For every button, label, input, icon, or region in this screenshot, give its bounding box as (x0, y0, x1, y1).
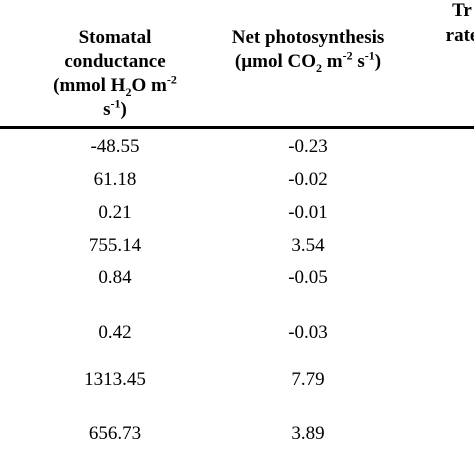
header-text: (mmol H (53, 75, 126, 96)
header-text: Stomatal (78, 27, 152, 48)
table-cell: 7.79 (291, 369, 325, 390)
table-cell: 61.18 (93, 169, 137, 190)
header-text: Tr (452, 0, 472, 21)
header-line: conductance (64, 51, 165, 73)
header-text: s (103, 99, 111, 120)
header-text: -2 (166, 72, 177, 87)
table-cell: -0.01 (288, 202, 328, 223)
header-text: O m (131, 75, 167, 96)
header-text: rate (445, 25, 474, 46)
header-line: Stomatal (79, 27, 152, 49)
table-cell: -0.23 (288, 136, 328, 157)
header-text: (µmol CO (234, 51, 317, 72)
header-line: Tr (452, 0, 472, 22)
table-cell: 1313.45 (84, 369, 146, 390)
table-cell: 656.73 (88, 423, 142, 444)
header-text: ) (374, 51, 382, 72)
table-cell: 0.84 (98, 267, 132, 288)
header-rule (0, 126, 474, 129)
header-line: (µmol CO2 m-2 s-1) (234, 48, 382, 75)
table-cell: 3.89 (291, 423, 325, 444)
table-cell: 0.21 (98, 202, 132, 223)
header-text: s (352, 51, 365, 72)
header-line: s-1) (103, 96, 127, 121)
header-line: Net photosynthesis (232, 27, 385, 49)
table-cell: 0.42 (98, 322, 132, 343)
header-line: rate (446, 25, 474, 47)
table-cell: 755.14 (88, 235, 142, 256)
table-cell: 3.54 (291, 235, 325, 256)
table-cell: -48.55 (90, 136, 140, 157)
table-cell: -0.03 (288, 322, 328, 343)
header-text: conductance (64, 51, 166, 72)
header-text: ) (120, 99, 127, 120)
table-cell: -0.02 (288, 169, 328, 190)
table-cell: -0.05 (288, 267, 328, 288)
header-text: -2 (342, 48, 353, 63)
header-text: -1 (364, 48, 375, 63)
header-text: Net photosynthesis (231, 27, 385, 48)
header-text: 2 (125, 84, 132, 99)
header-text: m (322, 51, 343, 72)
header-text: 2 (316, 60, 323, 75)
header-text: -1 (110, 96, 121, 111)
header-line: (mmol H2O m-2 (53, 72, 177, 99)
